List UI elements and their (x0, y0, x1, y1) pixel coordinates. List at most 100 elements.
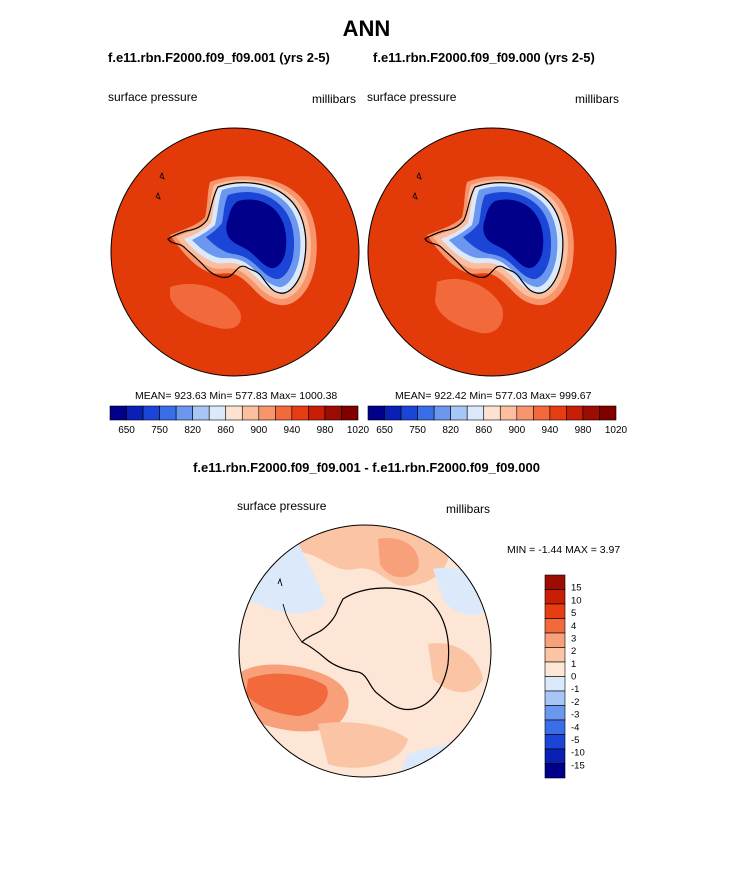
colorbar-swatch (544, 676, 566, 692)
colorbar-swatch (544, 763, 566, 779)
colorbar-tick-label: 980 (317, 425, 334, 436)
colorbar-swatch (417, 405, 435, 421)
colorbar-swatch (533, 405, 551, 421)
colorbar-swatch (566, 405, 584, 421)
positive-anomaly-east (428, 643, 483, 693)
colorbar-swatch (400, 405, 418, 421)
coastline-islands (155, 171, 165, 200)
ice-sheet-core (226, 199, 287, 269)
colorbar-swatch (291, 405, 309, 421)
colorbar-swatch (308, 405, 326, 421)
colorbar-swatch (599, 405, 617, 421)
coastline-islands (412, 171, 422, 200)
right-colorbar: 650 750 820 860 900 940 980 1020 (367, 405, 628, 436)
colorbar-swatch (544, 574, 566, 590)
colorbar-swatch (159, 405, 177, 421)
colorbar-swatch (225, 405, 243, 421)
colorbar-tick-label: 820 (184, 425, 201, 436)
colorbar-tick-label: -2 (571, 697, 579, 708)
colorbar-swatch (450, 405, 468, 421)
diff-units-label: millibars (446, 502, 491, 516)
coastline-peninsula (277, 577, 303, 643)
colorbar-tick-label: 1020 (605, 425, 628, 436)
colorbar-swatch (544, 705, 566, 721)
ross-sea-field (170, 283, 241, 329)
colorbar-swatch (544, 734, 566, 750)
colorbar-swatch (582, 405, 600, 421)
coastline (167, 182, 307, 294)
colorbar-swatch (544, 632, 566, 648)
colorbar-tick-label: -15 (571, 760, 585, 771)
colorbar-swatch (367, 405, 385, 421)
colorbar-swatch (192, 405, 210, 421)
colorbar-tick-label: 860 (217, 425, 234, 436)
colorbar-tick-label: 10 (571, 595, 582, 606)
colorbar-tick-label: 900 (250, 425, 267, 436)
colorbar-tick-label: -3 (571, 710, 579, 721)
colorbar-tick-label: 1020 (347, 425, 370, 436)
diff-title: f.e11.rbn.F2000.f09_f09.001 - f.e11.rbn.… (193, 460, 540, 475)
colorbar-swatch (544, 603, 566, 619)
colorbar-swatch (384, 405, 402, 421)
left-units-label: millibars (312, 92, 357, 106)
colorbar-tick-label: -4 (571, 722, 579, 733)
colorbar-tick-label: 3 (571, 633, 576, 644)
colorbar-swatch (544, 647, 566, 663)
colorbar-swatch (208, 405, 227, 421)
colorbar-swatch (109, 405, 127, 421)
coastline (424, 182, 564, 294)
colorbar-swatch (324, 405, 342, 421)
colorbar-tick-label: -1 (571, 684, 579, 695)
colorbar-swatch (466, 405, 485, 421)
coastline (300, 587, 450, 711)
right-map (367, 127, 617, 377)
colorbar-tick-label: 940 (284, 425, 301, 436)
colorbar-swatch (483, 405, 501, 421)
colorbar-swatch (126, 405, 144, 421)
colorbar-swatch (241, 405, 260, 421)
colorbar-tick-label: -10 (571, 748, 585, 759)
left-colorbar: 650 750 820 860 900 940 980 1020 (109, 405, 370, 436)
colorbar-tick-label: 15 (571, 583, 582, 594)
colorbar-swatch (544, 618, 566, 634)
colorbar-tick-label: 5 (571, 608, 576, 619)
colorbar-swatch (544, 748, 566, 764)
right-stats: MEAN= 922.42 Min= 577.03 Max= 999.67 (395, 390, 592, 402)
colorbar-tick-label: 940 (542, 425, 559, 436)
colorbar-swatch (549, 405, 567, 421)
diff-map (238, 524, 492, 778)
page-title: ANN (342, 16, 391, 41)
colorbar-tick-label: 980 (575, 425, 592, 436)
colorbar-tick-label: 4 (571, 621, 576, 632)
left-stats: MEAN= 923.63 Min= 577.83 Max= 1000.38 (135, 390, 338, 402)
colorbar-tick-label: 0 (571, 672, 576, 683)
colorbar-tick-label: 820 (442, 425, 459, 436)
colorbar-swatch (544, 690, 566, 706)
colorbar-swatch (544, 719, 566, 735)
positive-anomaly-northeast (378, 538, 419, 578)
right-case-title: f.e11.rbn.F2000.f09_f09.000 (yrs 2-5) (373, 50, 595, 65)
colorbar-tick-label: 900 (508, 425, 525, 436)
colorbar-swatch (341, 405, 359, 421)
right-units-label: millibars (575, 92, 620, 106)
colorbar-swatch (258, 405, 276, 421)
left-case-title: f.e11.rbn.F2000.f09_f09.001 (yrs 2-5) (108, 50, 330, 65)
positive-anomaly-ross-core (246, 673, 328, 716)
colorbar-tick-label: 650 (376, 425, 393, 436)
colorbar-tick-label: 860 (475, 425, 492, 436)
colorbar-tick-label: 750 (151, 425, 168, 436)
colorbar-swatch (142, 405, 160, 421)
colorbar-tick-label: 650 (118, 425, 135, 436)
colorbar-swatch (175, 405, 193, 421)
left-map (110, 127, 360, 377)
colorbar-tick-label: 2 (571, 646, 576, 657)
colorbar-tick-label: 1 (571, 659, 576, 670)
colorbar-swatch (499, 405, 518, 421)
diff-stats: MIN = -1.44 MAX = 3.97 (507, 544, 621, 556)
colorbar-swatch (544, 589, 566, 605)
diff-variable-label: surface pressure (237, 499, 327, 513)
colorbar-swatch (544, 661, 566, 677)
left-variable-label: surface pressure (108, 90, 198, 104)
ross-sea-field (435, 278, 503, 334)
